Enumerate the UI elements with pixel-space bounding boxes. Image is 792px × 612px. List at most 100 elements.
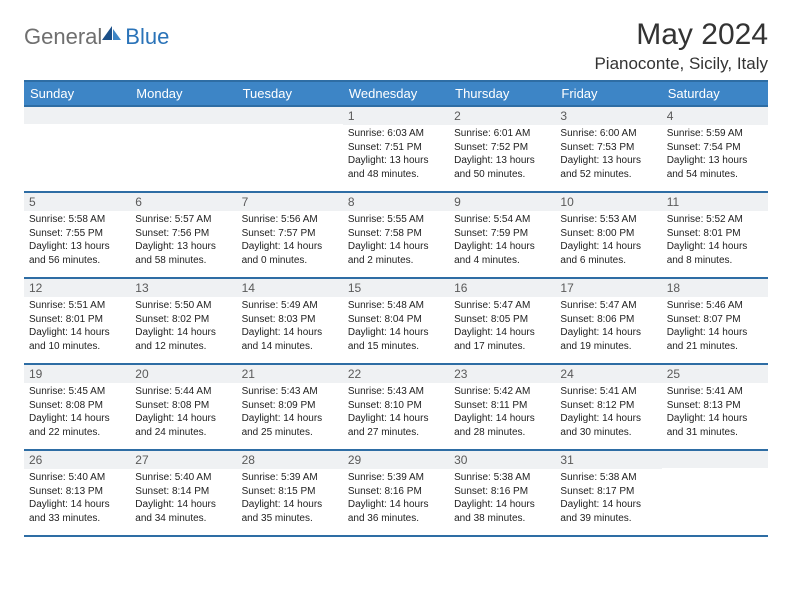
day-number: 6 bbox=[130, 193, 236, 211]
day-number: 10 bbox=[555, 193, 661, 211]
weekday-header: Monday bbox=[130, 81, 236, 106]
calendar-day-cell: 27Sunrise: 5:40 AMSunset: 8:14 PMDayligh… bbox=[130, 450, 236, 536]
day-details: Sunrise: 6:01 AMSunset: 7:52 PMDaylight:… bbox=[449, 125, 555, 184]
day-details: Sunrise: 5:46 AMSunset: 8:07 PMDaylight:… bbox=[662, 297, 768, 356]
calendar-day-cell: 14Sunrise: 5:49 AMSunset: 8:03 PMDayligh… bbox=[237, 278, 343, 364]
day-details: Sunrise: 5:57 AMSunset: 7:56 PMDaylight:… bbox=[130, 211, 236, 270]
calendar-day-cell: 19Sunrise: 5:45 AMSunset: 8:08 PMDayligh… bbox=[24, 364, 130, 450]
calendar-day-cell: 22Sunrise: 5:43 AMSunset: 8:10 PMDayligh… bbox=[343, 364, 449, 450]
month-title: May 2024 bbox=[594, 18, 768, 52]
calendar-day-cell: 28Sunrise: 5:39 AMSunset: 8:15 PMDayligh… bbox=[237, 450, 343, 536]
day-number: 30 bbox=[449, 451, 555, 469]
calendar-week-row: 12Sunrise: 5:51 AMSunset: 8:01 PMDayligh… bbox=[24, 278, 768, 364]
calendar-day-cell: 18Sunrise: 5:46 AMSunset: 8:07 PMDayligh… bbox=[662, 278, 768, 364]
calendar-day-cell: 2Sunrise: 6:01 AMSunset: 7:52 PMDaylight… bbox=[449, 106, 555, 192]
day-details: Sunrise: 5:40 AMSunset: 8:14 PMDaylight:… bbox=[130, 469, 236, 528]
day-number: 16 bbox=[449, 279, 555, 297]
weekday-header: Saturday bbox=[662, 81, 768, 106]
day-details: Sunrise: 5:51 AMSunset: 8:01 PMDaylight:… bbox=[24, 297, 130, 356]
calendar-day-cell: 31Sunrise: 5:38 AMSunset: 8:17 PMDayligh… bbox=[555, 450, 661, 536]
calendar-page: General Blue May 2024 Pianoconte, Sicily… bbox=[0, 0, 792, 549]
day-number: 27 bbox=[130, 451, 236, 469]
day-details: Sunrise: 5:38 AMSunset: 8:16 PMDaylight:… bbox=[449, 469, 555, 528]
day-details: Sunrise: 5:41 AMSunset: 8:12 PMDaylight:… bbox=[555, 383, 661, 442]
calendar-day-cell: 1Sunrise: 6:03 AMSunset: 7:51 PMDaylight… bbox=[343, 106, 449, 192]
sail-icon bbox=[101, 25, 123, 43]
day-number: 8 bbox=[343, 193, 449, 211]
day-details: Sunrise: 5:40 AMSunset: 8:13 PMDaylight:… bbox=[24, 469, 130, 528]
calendar-body: 1Sunrise: 6:03 AMSunset: 7:51 PMDaylight… bbox=[24, 106, 768, 536]
day-details: Sunrise: 5:54 AMSunset: 7:59 PMDaylight:… bbox=[449, 211, 555, 270]
weekday-header: Thursday bbox=[449, 81, 555, 106]
day-number: 15 bbox=[343, 279, 449, 297]
calendar-day-cell: 3Sunrise: 6:00 AMSunset: 7:53 PMDaylight… bbox=[555, 106, 661, 192]
day-number: 7 bbox=[237, 193, 343, 211]
day-details: Sunrise: 5:56 AMSunset: 7:57 PMDaylight:… bbox=[237, 211, 343, 270]
calendar-week-row: 5Sunrise: 5:58 AMSunset: 7:55 PMDaylight… bbox=[24, 192, 768, 278]
day-number: 24 bbox=[555, 365, 661, 383]
calendar-day-cell: 11Sunrise: 5:52 AMSunset: 8:01 PMDayligh… bbox=[662, 192, 768, 278]
calendar-day-cell: 6Sunrise: 5:57 AMSunset: 7:56 PMDaylight… bbox=[130, 192, 236, 278]
day-number: 13 bbox=[130, 279, 236, 297]
day-details: Sunrise: 5:41 AMSunset: 8:13 PMDaylight:… bbox=[662, 383, 768, 442]
day-number: 12 bbox=[24, 279, 130, 297]
day-number: 2 bbox=[449, 107, 555, 125]
day-number: 9 bbox=[449, 193, 555, 211]
calendar-day-cell bbox=[662, 450, 768, 536]
day-details: Sunrise: 6:00 AMSunset: 7:53 PMDaylight:… bbox=[555, 125, 661, 184]
calendar-day-cell: 24Sunrise: 5:41 AMSunset: 8:12 PMDayligh… bbox=[555, 364, 661, 450]
day-details: Sunrise: 5:44 AMSunset: 8:08 PMDaylight:… bbox=[130, 383, 236, 442]
day-details: Sunrise: 5:39 AMSunset: 8:16 PMDaylight:… bbox=[343, 469, 449, 528]
day-details: Sunrise: 5:38 AMSunset: 8:17 PMDaylight:… bbox=[555, 469, 661, 528]
calendar-day-cell: 10Sunrise: 5:53 AMSunset: 8:00 PMDayligh… bbox=[555, 192, 661, 278]
calendar-day-cell bbox=[24, 106, 130, 192]
brand-logo: General Blue bbox=[24, 18, 169, 50]
day-number: 17 bbox=[555, 279, 661, 297]
brand-part2: Blue bbox=[125, 24, 169, 50]
weekday-header: Friday bbox=[555, 81, 661, 106]
calendar-day-cell: 25Sunrise: 5:41 AMSunset: 8:13 PMDayligh… bbox=[662, 364, 768, 450]
calendar-day-cell: 7Sunrise: 5:56 AMSunset: 7:57 PMDaylight… bbox=[237, 192, 343, 278]
day-details: Sunrise: 5:53 AMSunset: 8:00 PMDaylight:… bbox=[555, 211, 661, 270]
calendar-day-cell: 29Sunrise: 5:39 AMSunset: 8:16 PMDayligh… bbox=[343, 450, 449, 536]
day-details: Sunrise: 6:03 AMSunset: 7:51 PMDaylight:… bbox=[343, 125, 449, 184]
weekday-header: Tuesday bbox=[237, 81, 343, 106]
calendar-day-cell: 17Sunrise: 5:47 AMSunset: 8:06 PMDayligh… bbox=[555, 278, 661, 364]
day-number: 1 bbox=[343, 107, 449, 125]
weekday-header: Sunday bbox=[24, 81, 130, 106]
day-number: 26 bbox=[24, 451, 130, 469]
empty-day-header bbox=[130, 107, 236, 124]
day-number: 23 bbox=[449, 365, 555, 383]
calendar-day-cell: 13Sunrise: 5:50 AMSunset: 8:02 PMDayligh… bbox=[130, 278, 236, 364]
day-number: 31 bbox=[555, 451, 661, 469]
day-number: 28 bbox=[237, 451, 343, 469]
calendar-week-row: 19Sunrise: 5:45 AMSunset: 8:08 PMDayligh… bbox=[24, 364, 768, 450]
day-details: Sunrise: 5:49 AMSunset: 8:03 PMDaylight:… bbox=[237, 297, 343, 356]
calendar-week-row: 1Sunrise: 6:03 AMSunset: 7:51 PMDaylight… bbox=[24, 106, 768, 192]
day-number: 25 bbox=[662, 365, 768, 383]
day-number: 4 bbox=[662, 107, 768, 125]
day-number: 19 bbox=[24, 365, 130, 383]
day-details: Sunrise: 5:45 AMSunset: 8:08 PMDaylight:… bbox=[24, 383, 130, 442]
day-details: Sunrise: 5:48 AMSunset: 8:04 PMDaylight:… bbox=[343, 297, 449, 356]
day-details: Sunrise: 5:58 AMSunset: 7:55 PMDaylight:… bbox=[24, 211, 130, 270]
calendar-day-cell: 8Sunrise: 5:55 AMSunset: 7:58 PMDaylight… bbox=[343, 192, 449, 278]
day-number: 14 bbox=[237, 279, 343, 297]
header-row: General Blue May 2024 Pianoconte, Sicily… bbox=[24, 18, 768, 74]
day-details: Sunrise: 5:43 AMSunset: 8:10 PMDaylight:… bbox=[343, 383, 449, 442]
day-number: 3 bbox=[555, 107, 661, 125]
empty-day-header bbox=[24, 107, 130, 124]
day-number: 29 bbox=[343, 451, 449, 469]
day-number: 22 bbox=[343, 365, 449, 383]
calendar-day-cell: 9Sunrise: 5:54 AMSunset: 7:59 PMDaylight… bbox=[449, 192, 555, 278]
calendar-week-row: 26Sunrise: 5:40 AMSunset: 8:13 PMDayligh… bbox=[24, 450, 768, 536]
title-block: May 2024 Pianoconte, Sicily, Italy bbox=[594, 18, 768, 74]
day-details: Sunrise: 5:43 AMSunset: 8:09 PMDaylight:… bbox=[237, 383, 343, 442]
day-details: Sunrise: 5:42 AMSunset: 8:11 PMDaylight:… bbox=[449, 383, 555, 442]
empty-day-header bbox=[237, 107, 343, 124]
day-details: Sunrise: 5:52 AMSunset: 8:01 PMDaylight:… bbox=[662, 211, 768, 270]
day-number: 11 bbox=[662, 193, 768, 211]
empty-day-header bbox=[662, 451, 768, 468]
day-number: 20 bbox=[130, 365, 236, 383]
calendar-day-cell: 12Sunrise: 5:51 AMSunset: 8:01 PMDayligh… bbox=[24, 278, 130, 364]
